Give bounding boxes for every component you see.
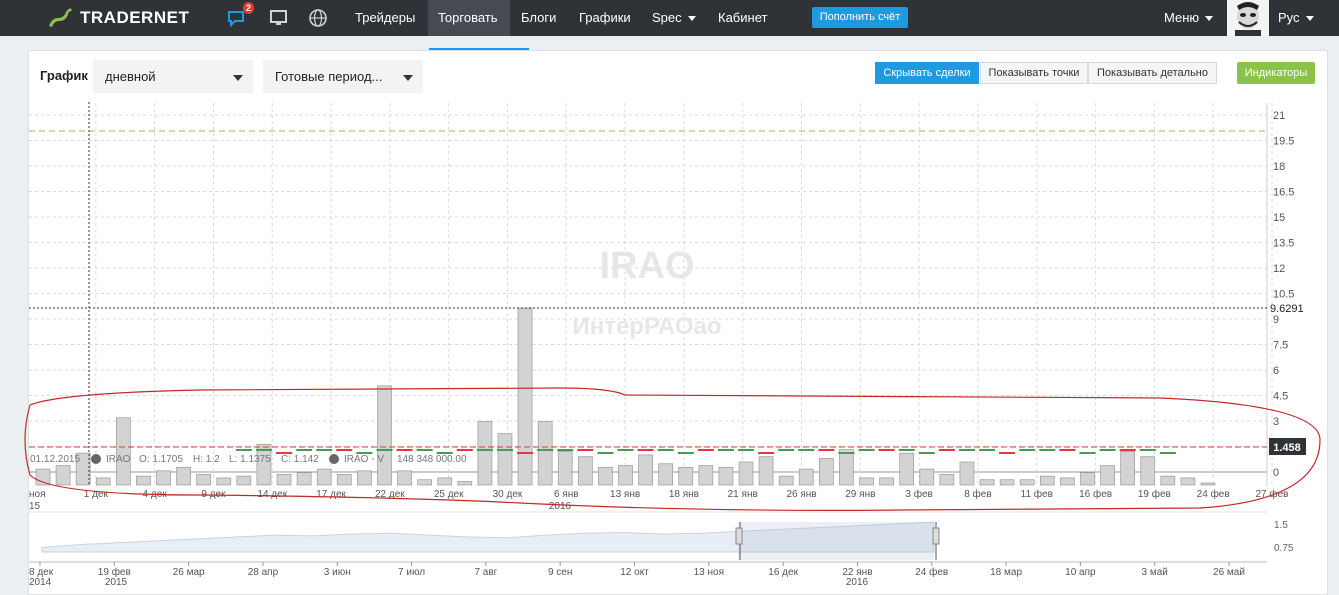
menu-dropdown[interactable]: Меню xyxy=(1164,0,1214,36)
notification-badge: 2 xyxy=(243,2,255,14)
nav-cabinet[interactable]: Кабинет xyxy=(718,10,768,25)
language-label: Рус xyxy=(1278,10,1300,25)
topup-button[interactable]: Пополнить счёт xyxy=(812,7,908,28)
top-navbar: TRADERNET 2 Трейдеры Торговать Блоги Гра… xyxy=(0,0,1339,36)
chat-bubble-icon[interactable] xyxy=(226,8,248,28)
interval-select[interactable]: дневной xyxy=(93,60,253,93)
avatar-image xyxy=(1227,0,1269,36)
hide-trades-button[interactable]: Скрывать сделки xyxy=(875,62,979,84)
nav-spec[interactable]: Spec xyxy=(642,0,706,36)
nav-traders[interactable]: Трейдеры xyxy=(355,10,416,25)
gecko-logo-icon xyxy=(49,8,72,28)
language-dropdown[interactable]: Рус xyxy=(1278,0,1314,36)
avatar[interactable] xyxy=(1227,0,1269,36)
active-tab-indicator xyxy=(429,48,529,51)
logo[interactable]: TRADERNET xyxy=(46,5,189,31)
chart-label: График xyxy=(40,68,88,83)
interval-value: дневной xyxy=(105,69,156,84)
chevron-down-icon xyxy=(1305,16,1314,22)
chevron-down-icon xyxy=(233,75,243,81)
nav-blogs[interactable]: Блоги xyxy=(521,10,557,25)
globe-icon[interactable] xyxy=(307,8,329,28)
indicators-button[interactable]: Индикаторы xyxy=(1237,62,1315,84)
nav-charts[interactable]: Графики xyxy=(579,10,631,25)
periods-select[interactable]: Готовые период... xyxy=(263,60,423,93)
menu-label: Меню xyxy=(1164,10,1200,25)
nav-trade[interactable]: Торговать xyxy=(428,0,510,36)
chevron-down-icon xyxy=(403,75,413,81)
chart-panel xyxy=(28,50,1328,595)
nav-spec-label: Spec xyxy=(652,10,682,25)
periods-value: Готовые период... xyxy=(275,69,383,84)
show-points-button[interactable]: Показывать точки xyxy=(980,62,1088,84)
logo-text: TRADERNET xyxy=(80,8,190,27)
show-detailed-button[interactable]: Показывать детально xyxy=(1088,62,1217,84)
chevron-down-icon xyxy=(1205,16,1214,22)
chevron-down-icon xyxy=(687,16,696,22)
monitor-icon[interactable] xyxy=(268,8,290,28)
